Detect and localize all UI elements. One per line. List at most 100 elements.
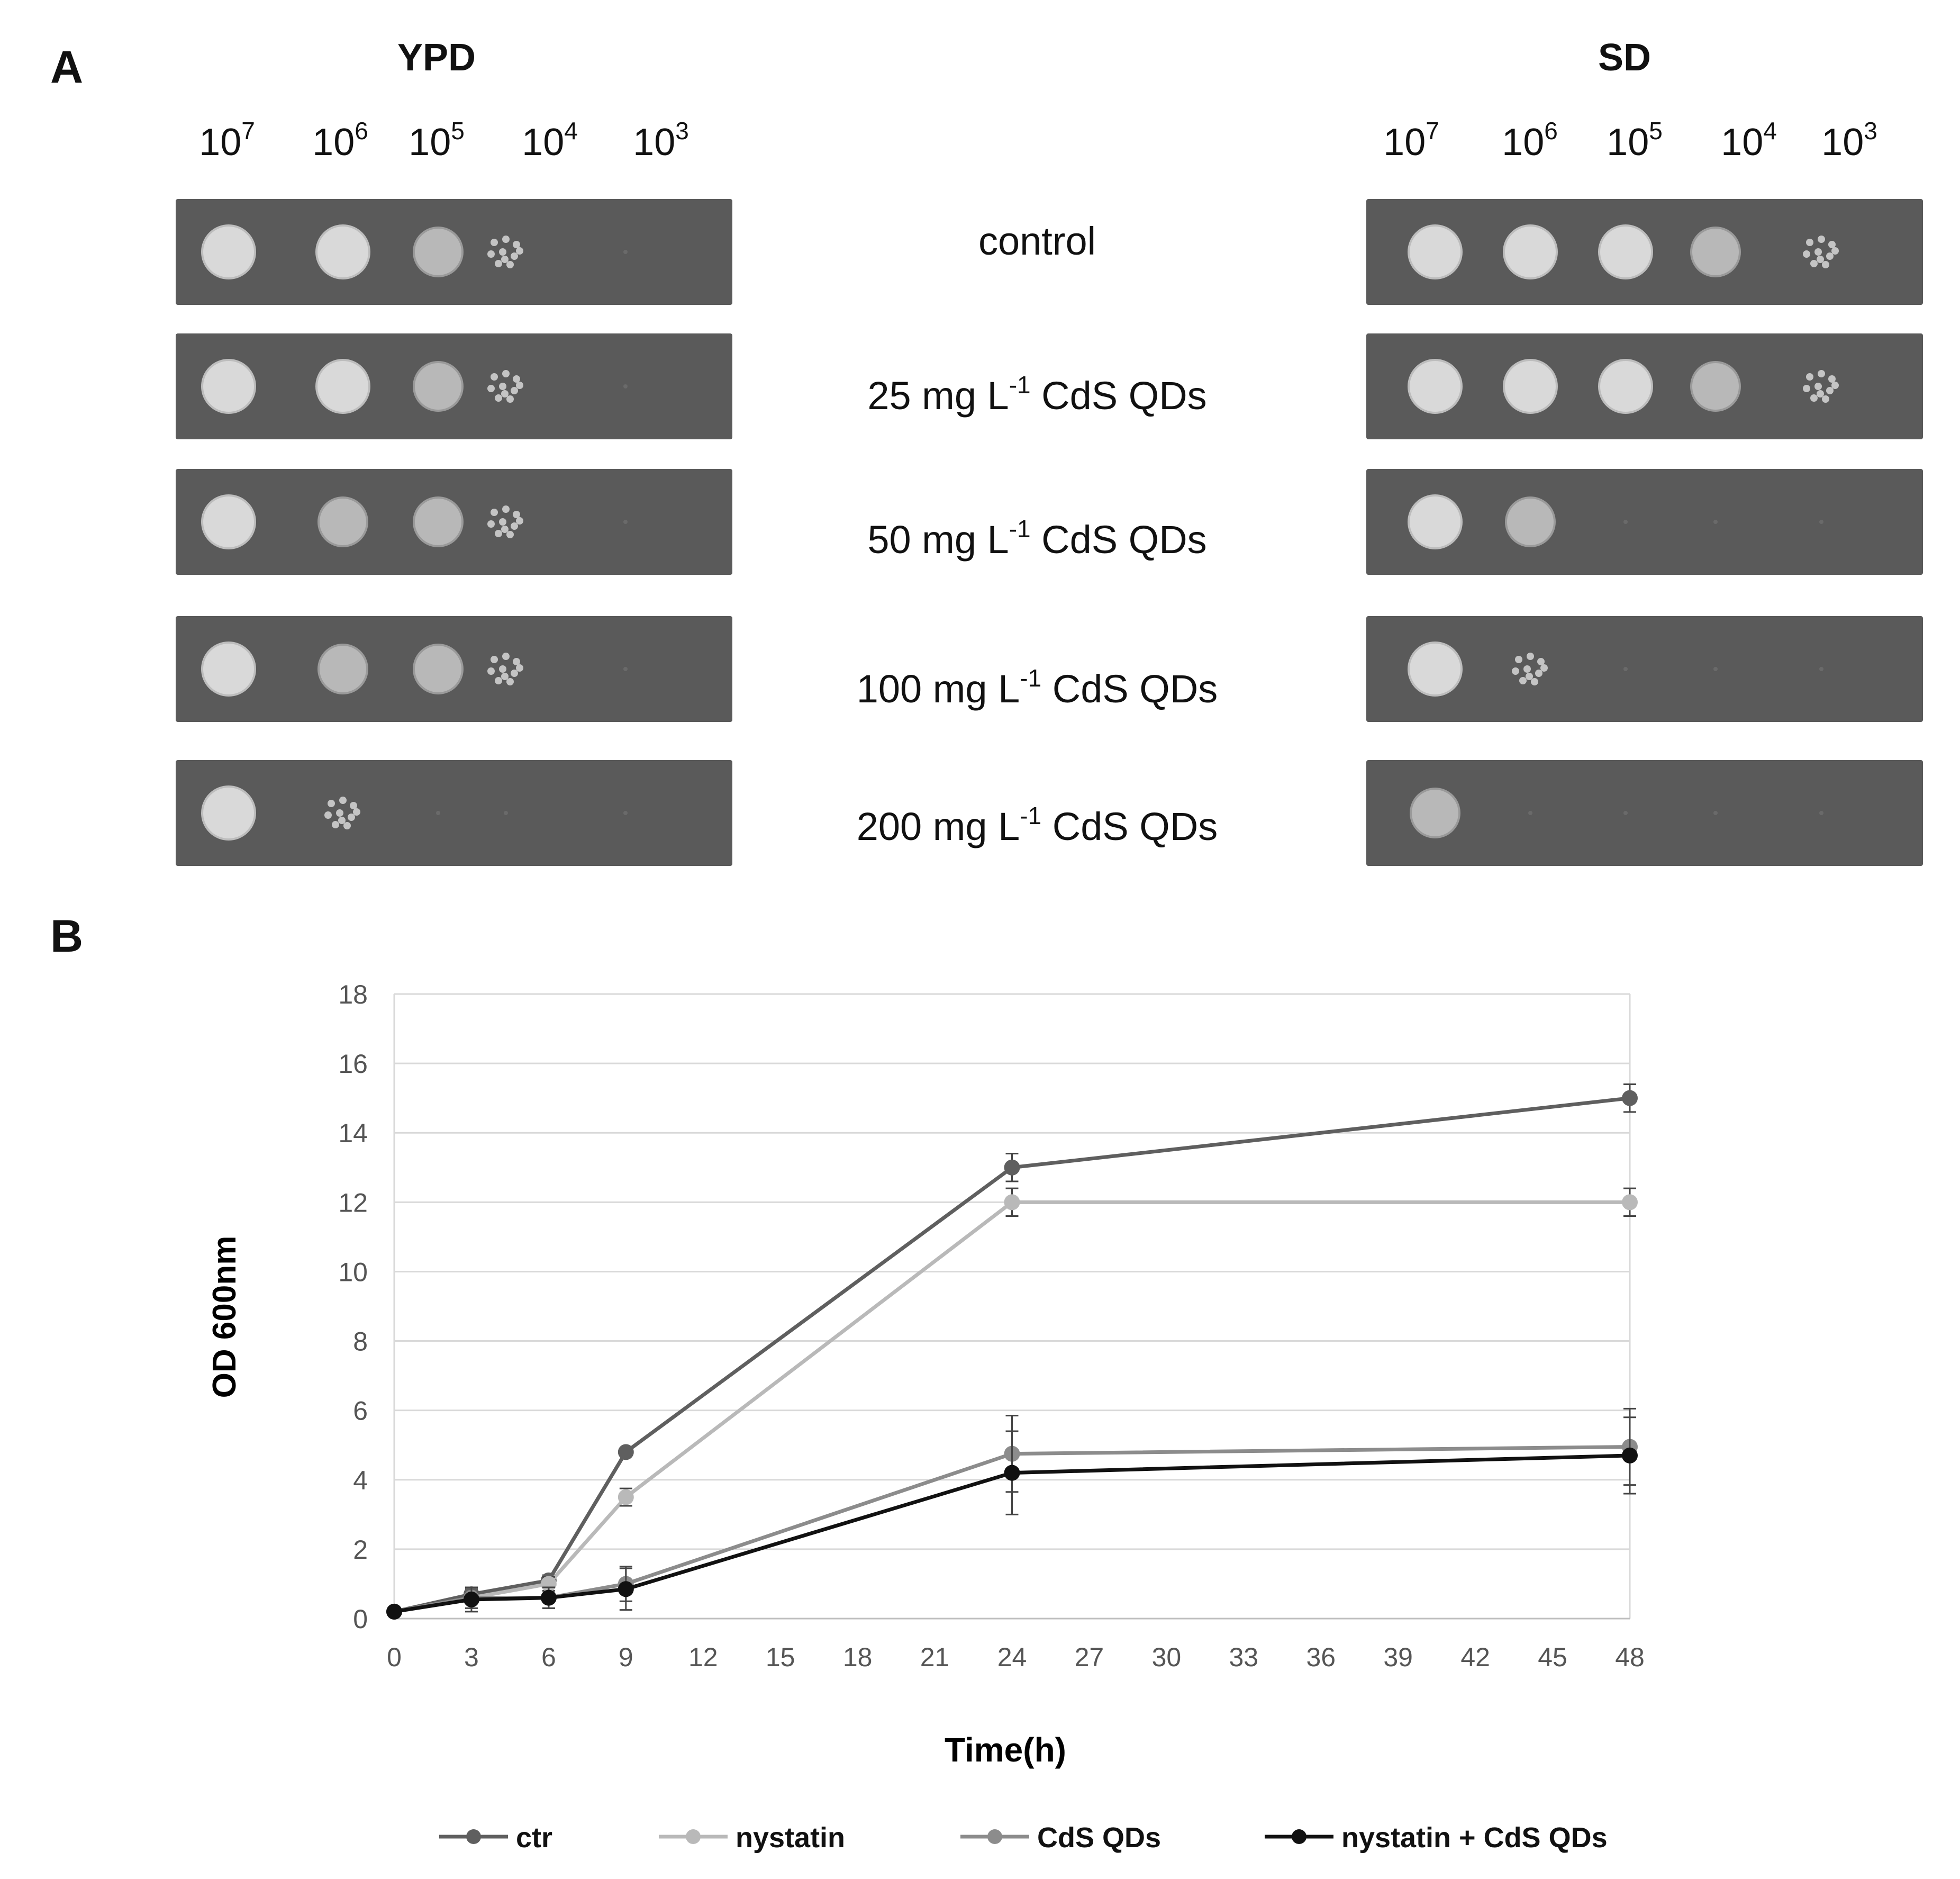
plate-sd-100 bbox=[1366, 616, 1923, 722]
colony-spot bbox=[201, 642, 256, 697]
data-point bbox=[1622, 1194, 1638, 1210]
data-point bbox=[618, 1581, 634, 1597]
legend-label: nystatin + CdS QDs bbox=[1341, 1822, 1608, 1854]
colony-spot bbox=[1408, 224, 1463, 279]
colony-spot bbox=[413, 227, 464, 277]
x-tick-label: 15 bbox=[766, 1642, 795, 1672]
legend-item: nystatin bbox=[659, 1822, 845, 1854]
colony-spot bbox=[201, 494, 256, 549]
x-tick-label: 36 bbox=[1306, 1642, 1336, 1672]
colony-spot bbox=[201, 785, 256, 841]
legend-swatch-marker bbox=[987, 1829, 1002, 1844]
colony-spot-empty bbox=[623, 250, 628, 254]
colony-spot bbox=[1690, 227, 1741, 277]
condition-label-100: 100 mg L-1 CdS QDs bbox=[856, 664, 1218, 711]
series-line bbox=[394, 1453, 1630, 1614]
data-point bbox=[463, 1591, 479, 1607]
colony-spot-empty bbox=[1819, 520, 1823, 524]
sd-dilution-label: 103 bbox=[1821, 117, 1877, 164]
colony-spot-empty bbox=[623, 520, 628, 524]
panel-b-label: B bbox=[50, 911, 84, 962]
y-tick-label: 10 bbox=[338, 1257, 368, 1287]
x-tick-label: 42 bbox=[1460, 1642, 1490, 1672]
colony-spot-sparse bbox=[487, 505, 523, 538]
condition-label-25: 25 mg L-1 CdS QDs bbox=[867, 371, 1207, 418]
colony-spot bbox=[1503, 224, 1558, 279]
plate-sd-200 bbox=[1366, 760, 1923, 866]
colony-spot bbox=[315, 224, 370, 279]
sd-dilution-label: 104 bbox=[1721, 117, 1777, 164]
colony-spot-sparse bbox=[487, 370, 523, 403]
plate-ypd-200 bbox=[176, 760, 732, 866]
colony-spot bbox=[201, 359, 256, 414]
series-nystatin-cds-qds bbox=[386, 1416, 1638, 1620]
legend-item: CdS QDs bbox=[960, 1822, 1161, 1854]
series-ctr bbox=[386, 1083, 1638, 1620]
series-line bbox=[394, 1200, 1630, 1614]
colony-spot-empty bbox=[436, 811, 440, 815]
condition-label-50: 50 mg L-1 CdS QDs bbox=[867, 515, 1207, 562]
legend-swatch-marker bbox=[1292, 1829, 1306, 1844]
colony-spot bbox=[1503, 359, 1558, 414]
sd-dilution-label: 106 bbox=[1502, 117, 1558, 164]
legend-item: ctr bbox=[439, 1822, 552, 1854]
colony-spot-sparse bbox=[1512, 653, 1548, 685]
ypd-dilution-label: 104 bbox=[522, 117, 578, 164]
y-tick-label: 18 bbox=[338, 980, 368, 1009]
x-tick-label: 3 bbox=[464, 1642, 479, 1672]
data-point bbox=[618, 1489, 634, 1505]
legend-label: CdS QDs bbox=[1037, 1822, 1161, 1854]
colony-spot-empty bbox=[504, 811, 508, 815]
colony-spot-empty bbox=[1623, 667, 1628, 671]
colony-spot bbox=[413, 496, 464, 547]
y-tick-label: 2 bbox=[353, 1535, 368, 1565]
ypd-dilution-label: 105 bbox=[409, 117, 465, 164]
chart-legend: ctr nystatin CdS QDs nystatin + CdS QDs bbox=[439, 1822, 1608, 1854]
data-point bbox=[1622, 1090, 1638, 1106]
colony-spot-empty bbox=[1713, 811, 1718, 815]
y-tick-label: 12 bbox=[338, 1188, 368, 1217]
colony-spot-empty bbox=[623, 384, 628, 389]
colony-spot-sparse bbox=[487, 236, 523, 268]
chart-series bbox=[386, 1083, 1638, 1620]
x-tick-label: 48 bbox=[1615, 1642, 1645, 1672]
colony-spot-empty bbox=[1819, 667, 1823, 671]
plate-ypd-control bbox=[176, 199, 732, 305]
data-point bbox=[1004, 1159, 1020, 1176]
y-tick-label: 0 bbox=[353, 1604, 368, 1634]
y-tick-label: 16 bbox=[338, 1049, 368, 1079]
colony-spot bbox=[1410, 788, 1460, 838]
plate-sd-50 bbox=[1366, 469, 1923, 575]
data-point bbox=[1622, 1447, 1638, 1464]
x-tick-label: 0 bbox=[387, 1642, 402, 1672]
colony-spot bbox=[1598, 224, 1653, 279]
colony-spot bbox=[315, 359, 370, 414]
plate-sd-control bbox=[1366, 199, 1923, 305]
data-point bbox=[618, 1444, 634, 1460]
plate-sd-25 bbox=[1366, 333, 1923, 439]
colony-spot bbox=[413, 644, 464, 694]
colony-spot-empty bbox=[1713, 667, 1718, 671]
colony-spot-sparse bbox=[1803, 236, 1839, 268]
ypd-dilution-label: 106 bbox=[312, 117, 368, 164]
data-point bbox=[1004, 1194, 1020, 1210]
condition-label-control: control bbox=[978, 219, 1096, 263]
colony-spot-sparse bbox=[324, 797, 360, 829]
x-tick-label: 39 bbox=[1383, 1642, 1413, 1672]
colony-spot bbox=[1505, 496, 1556, 547]
colony-spot-empty bbox=[1623, 811, 1628, 815]
series-line bbox=[394, 1096, 1630, 1614]
y-tick-label: 8 bbox=[353, 1327, 368, 1357]
legend-label: nystatin bbox=[736, 1822, 845, 1854]
ypd-dilution-label: 103 bbox=[633, 117, 689, 164]
colony-spot-empty bbox=[1528, 811, 1532, 815]
condition-label-200: 200 mg L-1 CdS QDs bbox=[856, 802, 1218, 848]
sd-title: SD bbox=[1598, 37, 1652, 79]
x-tick-label: 27 bbox=[1075, 1642, 1104, 1672]
sd-dilution-label: 105 bbox=[1607, 117, 1663, 164]
data-point bbox=[386, 1603, 402, 1620]
y-axis-label: OD 600nm bbox=[206, 1236, 243, 1398]
legend-swatch-marker bbox=[686, 1829, 701, 1844]
